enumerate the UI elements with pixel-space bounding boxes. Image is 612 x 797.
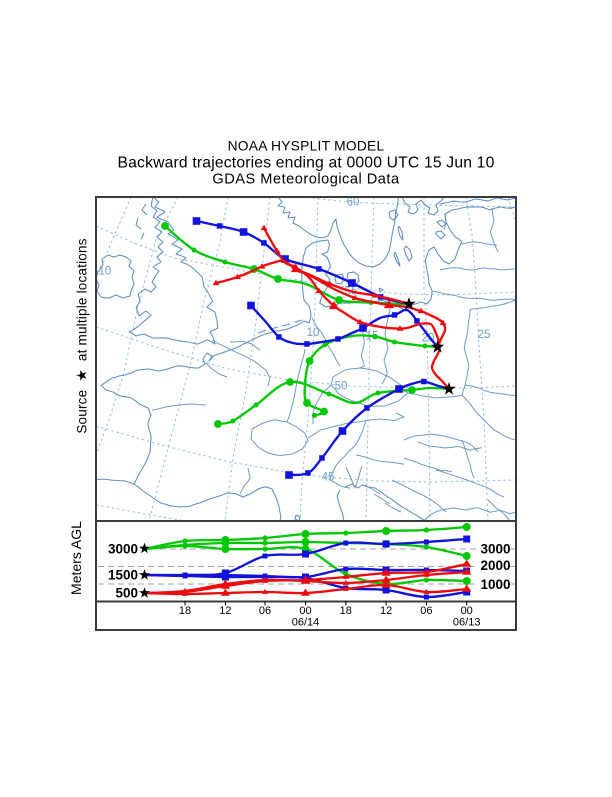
- svg-text:10: 10: [307, 327, 320, 339]
- svg-text:2000: 2000: [481, 558, 511, 573]
- svg-text:06: 06: [420, 605, 432, 617]
- svg-text:25: 25: [478, 329, 491, 341]
- svg-text:12: 12: [380, 605, 392, 617]
- svg-text:3000: 3000: [481, 542, 511, 557]
- svg-text:20: 20: [422, 333, 435, 345]
- svg-text:50: 50: [335, 381, 348, 393]
- svg-text:45: 45: [322, 472, 335, 484]
- svg-text:00: 00: [299, 605, 311, 617]
- svg-text:Meters AGL: Meters AGL: [68, 521, 84, 595]
- svg-text:-10: -10: [95, 266, 112, 278]
- svg-text:60: 60: [347, 197, 360, 209]
- svg-text:500: 500: [115, 586, 138, 601]
- svg-text:GDAS Meteorological Data: GDAS Meteorological Data: [212, 172, 400, 188]
- svg-text:18: 18: [179, 605, 191, 617]
- svg-text:06: 06: [259, 605, 271, 617]
- svg-text:06/13: 06/13: [453, 617, 481, 629]
- svg-text:12: 12: [219, 605, 231, 617]
- svg-text:NOAA HYSPLIT MODEL: NOAA HYSPLIT MODEL: [228, 139, 385, 154]
- svg-text:Source ★ at multiple locatio: Source ★ at multiple locations: [74, 238, 90, 433]
- svg-text:1500: 1500: [108, 568, 138, 583]
- svg-text:06/14: 06/14: [292, 617, 320, 629]
- svg-text:3000: 3000: [108, 542, 138, 557]
- svg-text:1000: 1000: [481, 577, 511, 592]
- svg-text:18: 18: [340, 605, 352, 617]
- svg-text:00: 00: [461, 605, 473, 617]
- svg-text:Backward trajectories ending a: Backward trajectories ending at 0000 UTC…: [118, 155, 495, 172]
